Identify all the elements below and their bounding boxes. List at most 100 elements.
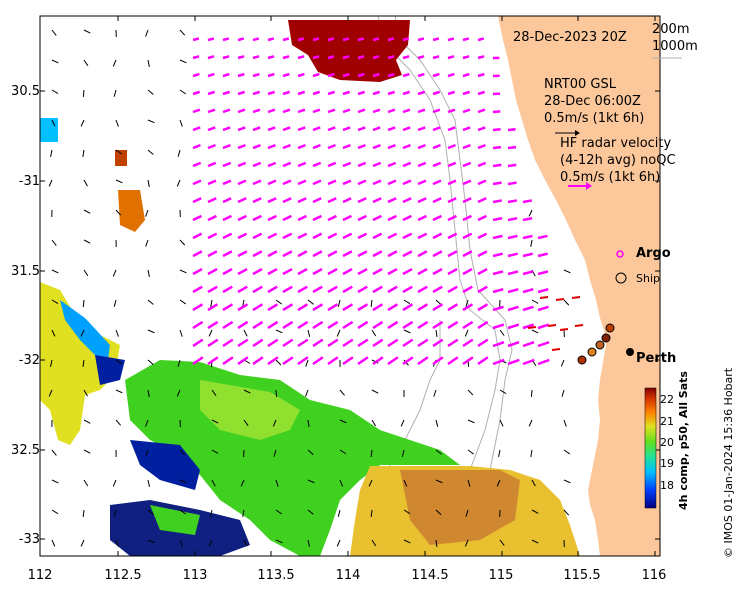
hf-vector bbox=[193, 39, 199, 40]
hf-vector bbox=[373, 39, 379, 40]
hf-vector bbox=[283, 39, 289, 40]
perth-marker bbox=[626, 348, 634, 356]
hf-vector bbox=[343, 39, 349, 40]
lon-tick-label: 112 bbox=[20, 568, 60, 583]
depth-legend-1000: 1000m bbox=[652, 39, 698, 54]
hf-vector bbox=[508, 147, 516, 148]
lon-tick-label: 112.5 bbox=[103, 568, 143, 583]
colorbar-title: 4h comp, p50, All Sats bbox=[677, 371, 690, 510]
hf-vector bbox=[418, 56, 424, 58]
gsl-vector bbox=[531, 390, 532, 397]
hf-vector bbox=[223, 56, 229, 58]
hf-vector bbox=[313, 56, 319, 58]
gsl-label-3: 0.5m/s (1kt 6h) bbox=[544, 111, 644, 126]
hf-vector bbox=[493, 147, 501, 148]
depth-legend-200: 200m bbox=[652, 22, 689, 37]
coastal-vector bbox=[560, 329, 568, 330]
hf-vector bbox=[493, 218, 502, 220]
hf-vector bbox=[373, 56, 379, 58]
hf-vector bbox=[268, 56, 274, 58]
hf-vector bbox=[238, 39, 244, 40]
hf-vector bbox=[193, 56, 199, 58]
hf-vector bbox=[448, 39, 454, 40]
hf-vector bbox=[493, 183, 502, 184]
hf-vector bbox=[298, 39, 304, 40]
hf-vector bbox=[478, 56, 484, 58]
hf-vector bbox=[223, 39, 229, 40]
hf-vector bbox=[463, 39, 469, 40]
lon-tick-label: 116 bbox=[634, 568, 674, 583]
city-label-perth: Perth bbox=[636, 351, 676, 366]
colorbar-tick: 20 bbox=[660, 436, 674, 449]
colorbar-tick: 18 bbox=[660, 479, 674, 492]
gsl-label-2: 28-Dec 06:00Z bbox=[544, 94, 641, 109]
hf-vector bbox=[388, 39, 394, 40]
hf-vector bbox=[523, 200, 532, 202]
hf-vector bbox=[208, 39, 214, 40]
date-title: 28-Dec-2023 20Z bbox=[513, 30, 627, 45]
hf-vector bbox=[328, 39, 334, 40]
colorbar bbox=[645, 388, 656, 508]
hf-vector bbox=[298, 56, 304, 58]
lon-tick-label: 115.5 bbox=[562, 568, 602, 583]
lat-tick-label: -32 bbox=[0, 353, 40, 368]
coastal-vector bbox=[540, 297, 548, 298]
hf-vector bbox=[493, 111, 500, 112]
hf-vector bbox=[403, 39, 409, 40]
lat-tick-label: -33 bbox=[0, 532, 40, 547]
hf-vector bbox=[478, 39, 484, 40]
hf-vector bbox=[493, 200, 502, 202]
colorbar-tick: 21 bbox=[660, 415, 674, 428]
hf-vector bbox=[493, 129, 501, 130]
hf-vector bbox=[253, 39, 259, 40]
lat-tick-label: 30.5 bbox=[0, 84, 40, 99]
hf-vector bbox=[493, 165, 501, 166]
coastal-vector bbox=[548, 325, 556, 326]
lat-tick-label: -31 bbox=[0, 174, 40, 189]
hf-vector bbox=[433, 56, 439, 58]
hf-vector bbox=[268, 39, 274, 40]
hf-vector bbox=[343, 56, 349, 58]
hf-vector bbox=[508, 218, 517, 220]
hf-vector bbox=[508, 165, 516, 166]
hf-vector bbox=[433, 39, 439, 40]
hf-vector bbox=[283, 56, 289, 58]
lon-tick-label: 113 bbox=[175, 568, 215, 583]
gsl-label-1: NRT00 GSL bbox=[544, 77, 616, 92]
hf-vector bbox=[448, 56, 454, 58]
hf-vector bbox=[313, 39, 319, 40]
hf-vector bbox=[208, 56, 214, 58]
lon-tick-label: 114 bbox=[328, 568, 368, 583]
hf-vector bbox=[463, 56, 469, 58]
hf-vector bbox=[358, 56, 364, 58]
argo-legend-label: Argo bbox=[636, 246, 671, 261]
hf-vector bbox=[238, 56, 244, 58]
coastal-vector bbox=[575, 325, 583, 326]
lon-tick-label: 114.5 bbox=[410, 568, 450, 583]
coastal-vector bbox=[556, 299, 564, 300]
lon-tick-label: 115 bbox=[481, 568, 521, 583]
hf-vector bbox=[388, 56, 394, 58]
gsl-vector bbox=[276, 390, 277, 397]
hf-vector bbox=[328, 56, 334, 58]
coastal-vector bbox=[572, 297, 580, 298]
colorbar-tick: 22 bbox=[660, 393, 674, 406]
hf-vector bbox=[508, 200, 517, 202]
ship-legend-label: Ship bbox=[636, 272, 660, 285]
lat-tick-label: 32.5 bbox=[0, 443, 40, 458]
coastal-vector bbox=[552, 349, 560, 350]
hf-vector bbox=[358, 39, 364, 40]
hf-vector bbox=[253, 56, 259, 58]
hf-label-1: HF radar velocity bbox=[560, 136, 671, 151]
credit-text: © IMOS 01-Jan-2024 15:36 Hobart bbox=[722, 368, 735, 558]
hf-label-3: 0.5m/s (1kt 6h) bbox=[560, 170, 660, 185]
gsl-vector bbox=[83, 90, 84, 97]
colorbar-tick: 19 bbox=[660, 457, 674, 470]
hf-vector bbox=[508, 129, 516, 130]
hf-vector bbox=[523, 218, 532, 220]
coastal-vector bbox=[528, 327, 536, 328]
hf-vector bbox=[418, 39, 424, 40]
hf-vector bbox=[508, 183, 517, 184]
lat-tick-label: 31.5 bbox=[0, 264, 40, 279]
